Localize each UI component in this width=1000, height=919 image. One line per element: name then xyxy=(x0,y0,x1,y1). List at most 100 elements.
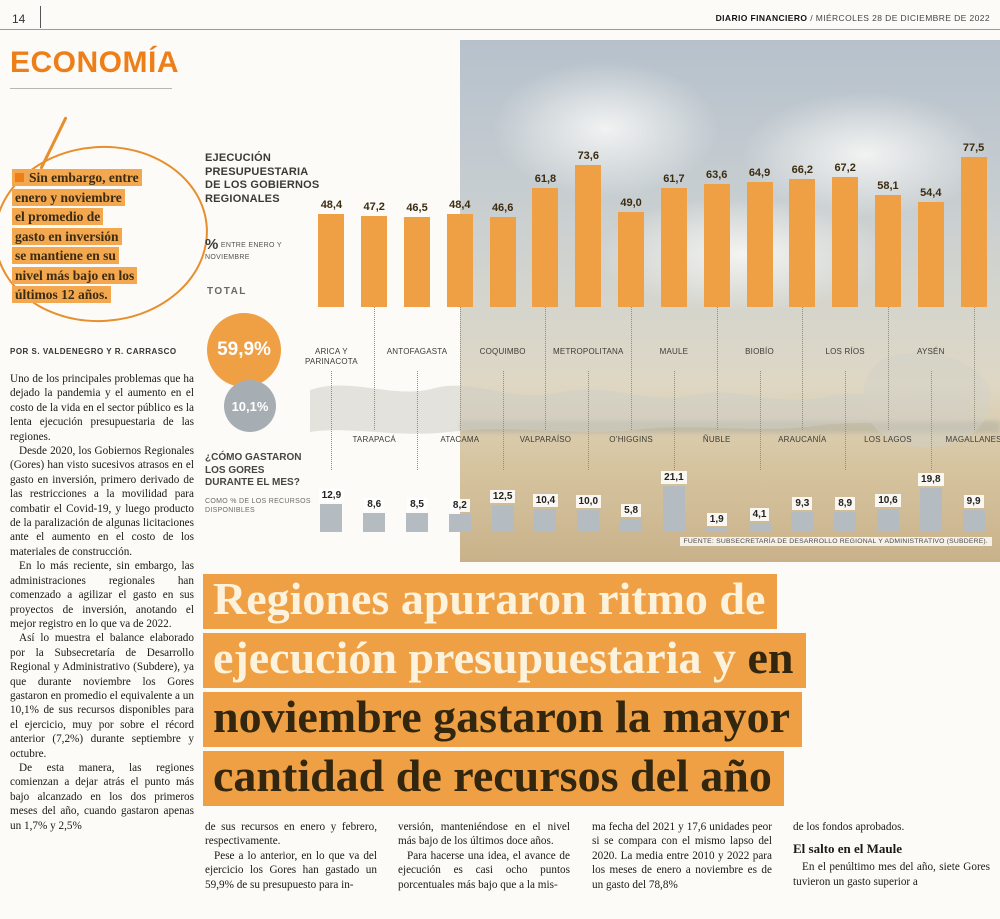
headline-line-2-light: ejecución presupuestaria y xyxy=(213,632,748,683)
dotted-connector-line xyxy=(887,307,889,430)
region-label-cell: ATACAMA xyxy=(438,307,481,470)
monthly-bar-value: 10,0 xyxy=(575,495,602,508)
dotted-connector-line xyxy=(973,307,975,430)
quote-bullet-square xyxy=(15,173,24,182)
monthly-bar xyxy=(406,513,429,532)
execution-bar-value: 61,8 xyxy=(534,172,557,185)
region-label-cell: LOS RÍOS xyxy=(824,307,867,470)
dotted-connector-line xyxy=(716,307,718,430)
region-label-cell: ANTOFAGASTA xyxy=(387,307,447,470)
execution-bar xyxy=(618,212,645,307)
monthly-bar-column: 12,5 xyxy=(481,470,524,532)
monthly-bar xyxy=(962,510,985,532)
chart-question: ¿CÓMO GASTARON LOS GORES DURANTE EL MES?… xyxy=(205,452,313,515)
paragraph: versión, manteniéndose en el nivel más b… xyxy=(398,821,570,848)
region-labels-band: ARICA Y PARINACOTA TARAPACÁ ANTOFAGASTA ATA… xyxy=(305,307,1000,470)
execution-bar-value: 61,7 xyxy=(663,172,685,185)
monthly-bar xyxy=(705,527,728,532)
monthly-bar-column: 1,9 xyxy=(695,470,738,532)
region-label-cell: ÑUBLE xyxy=(695,307,738,470)
region-label: BIOBÍO xyxy=(745,347,774,356)
dotted-connector-line xyxy=(417,371,419,470)
chart-title: EJECUCIÓN PRESUPUESTARIA DE LOS GOBIERNO… xyxy=(205,152,320,205)
execution-bar xyxy=(361,215,388,307)
byline: POR S. VALDENEGRO Y R. CARRASCO xyxy=(10,347,177,356)
monthly-bar-value: 12,5 xyxy=(489,489,516,503)
monthly-bar-column: 9,9 xyxy=(952,470,995,532)
monthly-bar-column: 12,9 xyxy=(310,470,353,532)
monthly-bar-column: 10,4 xyxy=(524,470,567,532)
chile-map-silhouette xyxy=(310,352,991,448)
region-label: ARICA Y PARINACOTA xyxy=(304,347,358,366)
monthly-bar-value: 9,9 xyxy=(963,495,984,509)
execution-bar-column: 47,2 xyxy=(353,140,396,307)
monthly-bar xyxy=(448,514,471,532)
execution-bar-value: 66,2 xyxy=(791,164,814,177)
article-column-4: ma fecha del 2021 y 17,6 unidades peor s… xyxy=(592,820,772,892)
region-label-cell: O’HIGGINS xyxy=(609,307,653,470)
headline: Regiones apuraron ritmo de ejecución pre… xyxy=(203,574,998,810)
region-label: METROPOLITANA xyxy=(553,347,624,356)
hand-drawn-stroke xyxy=(39,116,68,170)
monthly-bar-column: 10,6 xyxy=(867,470,910,532)
cloud-shape xyxy=(740,92,990,218)
execution-bar-column: 67,2 xyxy=(824,140,867,307)
section-title: ECONOMÍA xyxy=(10,46,179,89)
chart-question-text: ¿CÓMO GASTARON LOS GORES DURANTE EL MES? xyxy=(205,452,302,488)
execution-bar-column: 63,6 xyxy=(695,140,738,307)
dotted-connector-line xyxy=(631,307,633,430)
region-label-cell: VALPARAÍSO xyxy=(520,307,571,470)
region-label: LOS RÍOS xyxy=(825,347,865,356)
dotted-connector-line xyxy=(845,371,847,470)
execution-bar-value: 77,5 xyxy=(962,142,985,155)
paragraph: Pese a lo anterior, en lo que va del eje… xyxy=(205,849,377,891)
execution-bar xyxy=(917,202,944,307)
masthead-dateline: DIARIO FINANCIERO / MIÉRCOLES 28 DE DICI… xyxy=(716,13,990,23)
monthly-bar-value: 19,8 xyxy=(918,473,944,487)
paragraph: Uno de los principales problemas que ha … xyxy=(10,373,194,443)
execution-bar xyxy=(404,217,431,307)
execution-bar-column: 48,4 xyxy=(438,140,481,307)
dotted-connector-line xyxy=(502,371,504,470)
dotted-connector-line xyxy=(331,371,333,470)
monthly-bar-value: 10,6 xyxy=(875,493,901,507)
region-label-cell: ARICA Y PARINACOTA xyxy=(305,307,358,470)
paragraph: En el penúltimo mes del año, siete Gores… xyxy=(793,861,990,888)
paragraph: de sus recursos en enero y febrero, resp… xyxy=(205,821,377,848)
monthly-bar-column: 8,6 xyxy=(353,470,396,532)
monthly-bar-column: 8,9 xyxy=(824,470,867,532)
monthly-bar-column: 8,5 xyxy=(396,470,439,532)
dotted-connector-line xyxy=(673,371,675,470)
execution-bar-value: 64,9 xyxy=(748,166,771,179)
monthly-bar-value: 4,1 xyxy=(749,508,770,521)
execution-bar-column: 77,5 xyxy=(952,140,995,307)
execution-bar-column: 61,8 xyxy=(524,140,567,307)
monthly-bar-column: 21,1 xyxy=(653,470,696,532)
region-label-cell: BIOBÍO xyxy=(738,307,781,470)
monthly-bar xyxy=(876,508,899,532)
region-label-cell: COQUIMBO xyxy=(480,307,525,470)
pull-quote-line: enero y noviembre xyxy=(12,188,125,206)
execution-bar xyxy=(960,157,987,307)
execution-bar-value: 63,6 xyxy=(706,169,728,182)
article-column-2: de sus recursos en enero y febrero, resp… xyxy=(205,820,377,892)
region-label: ÑUBLE xyxy=(702,434,731,444)
article-column-5: de los fondos aprobados. El salto en el … xyxy=(793,820,990,889)
execution-bar xyxy=(532,187,559,307)
monthly-bar xyxy=(534,509,557,532)
monthly-bar-value: 12,9 xyxy=(318,488,345,502)
total-label: TOTAL xyxy=(207,286,247,297)
region-label-cell: LOS LAGOS xyxy=(864,307,912,470)
monthly-bar-column: 9,3 xyxy=(781,470,824,532)
execution-bar xyxy=(318,213,345,307)
region-label: MAGALLANES xyxy=(945,434,1000,444)
masthead-divider xyxy=(40,6,41,28)
masthead-brand: DIARIO FINANCIERO xyxy=(715,13,808,23)
masthead-date: / MIÉRCOLES 28 DE DICIEMBRE DE 2022 xyxy=(810,13,990,23)
monthly-bar-value: 5,8 xyxy=(621,504,642,518)
monthly-bar xyxy=(834,512,857,532)
pull-quote-line: Sin embargo, entre xyxy=(29,170,139,185)
execution-bar-column: 66,2 xyxy=(781,140,824,307)
region-label: O’HIGGINS xyxy=(609,434,653,444)
